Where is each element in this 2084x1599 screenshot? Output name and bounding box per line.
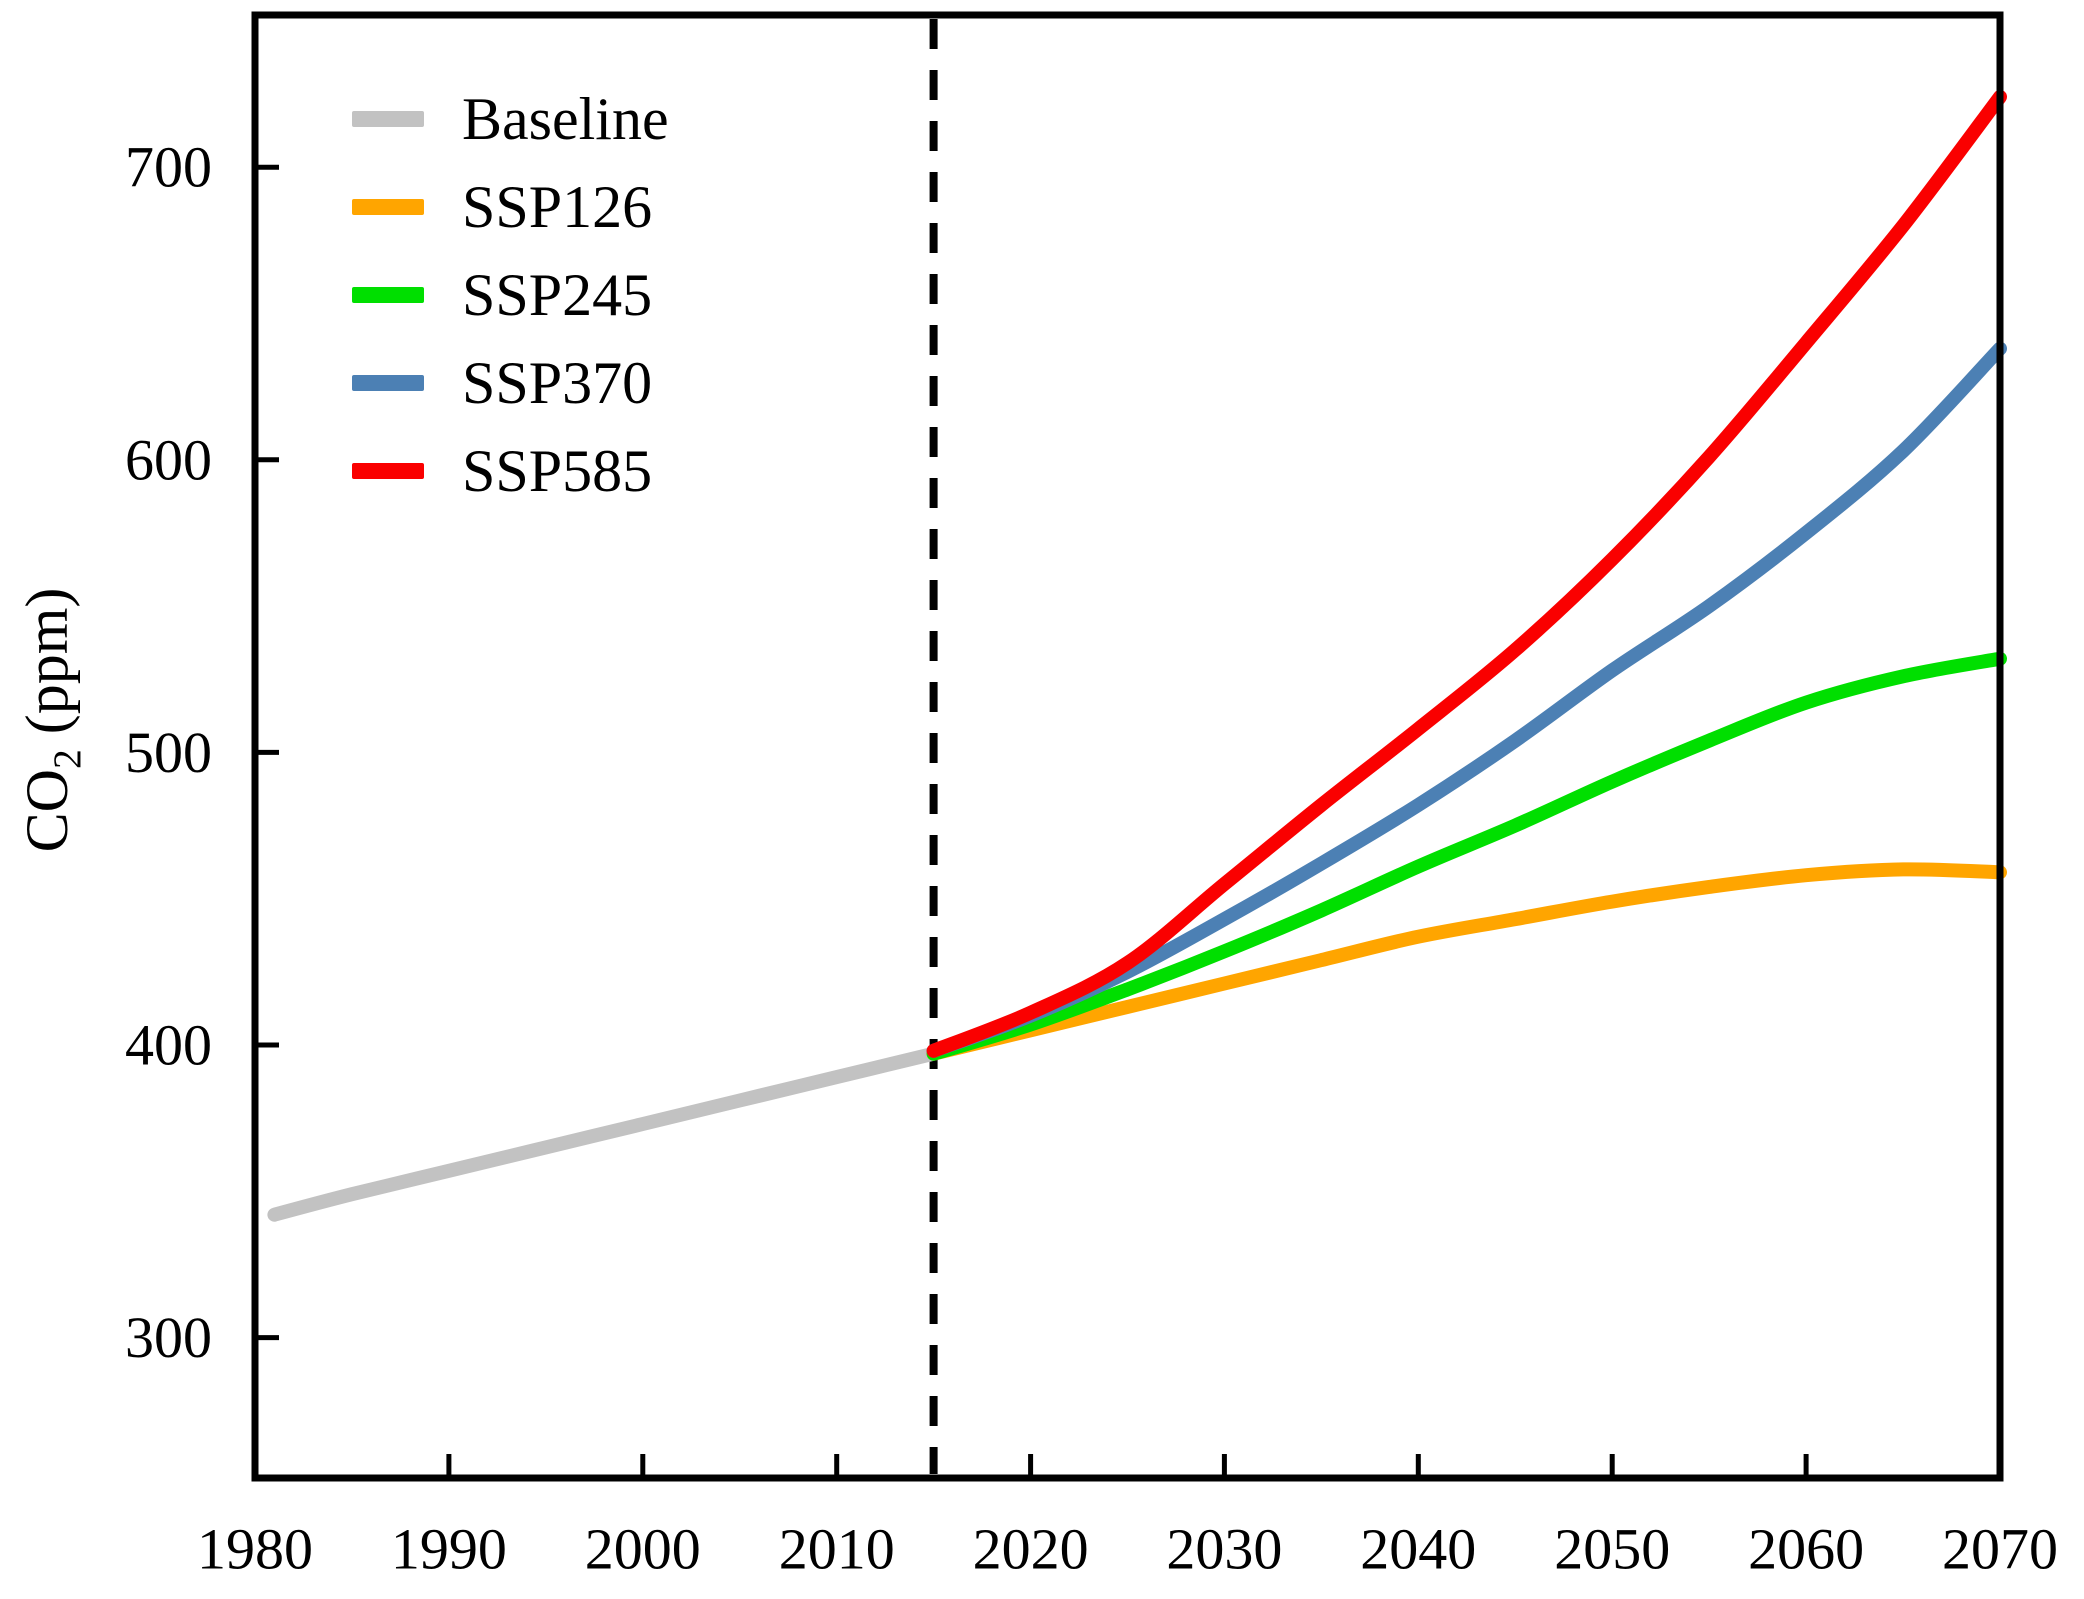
y-axis-title-rest: (ppm) <box>14 587 80 750</box>
y-tick-label-700: 700 <box>125 135 212 200</box>
y-axis-title-sub: 2 <box>45 749 89 770</box>
y-tick-label-600: 600 <box>125 427 212 492</box>
legend-swatch-ssp126 <box>352 199 424 215</box>
legend-label-ssp585: SSP585 <box>462 437 653 504</box>
x-tick-label-2000: 2000 <box>585 1517 701 1582</box>
legend-label-ssp126: SSP126 <box>462 173 653 240</box>
legend-item-ssp370: SSP370 <box>352 339 669 427</box>
x-tick-label-2070: 2070 <box>1942 1517 2058 1582</box>
legend-swatch-ssp585 <box>352 463 424 479</box>
x-tick-label-2050: 2050 <box>1554 1517 1670 1582</box>
x-tick-label-2060: 2060 <box>1748 1517 1864 1582</box>
series-line-ssp585 <box>926 89 2007 1058</box>
series-line-ssp245 <box>926 651 2007 1061</box>
y-axis-title: CO2 (ppm) <box>9 420 89 1020</box>
series-line-baseline <box>267 1046 941 1222</box>
x-tick-label-1980: 1980 <box>197 1517 313 1582</box>
legend-item-ssp245: SSP245 <box>352 251 669 339</box>
legend-item-ssp126: SSP126 <box>352 163 669 251</box>
legend: Baseline SSP126 SSP245 SSP370 SSP585 <box>352 75 669 515</box>
y-axis-title-main: CO <box>14 769 80 853</box>
legend-item-baseline: Baseline <box>352 75 669 163</box>
legend-swatch-baseline <box>352 111 424 127</box>
x-tick-label-2020: 2020 <box>973 1517 1089 1582</box>
y-tick-label-400: 400 <box>125 1013 212 1078</box>
y-tick-label-300: 300 <box>125 1305 212 1370</box>
series-line-ssp126 <box>926 862 2007 1061</box>
y-tick-label-500: 500 <box>125 720 212 785</box>
legend-label-ssp245: SSP245 <box>462 261 653 328</box>
legend-label-baseline: Baseline <box>462 85 669 152</box>
series-line-ssp370 <box>926 341 2007 1058</box>
legend-item-ssp585: SSP585 <box>352 427 669 515</box>
x-tick-label-2010: 2010 <box>779 1517 895 1582</box>
legend-label-ssp370: SSP370 <box>462 349 653 416</box>
legend-swatch-ssp245 <box>352 287 424 303</box>
plot-frame <box>251 11 2004 1482</box>
legend-swatch-ssp370 <box>352 375 424 391</box>
x-tick-label-1990: 1990 <box>391 1517 507 1582</box>
x-tick-label-2040: 2040 <box>1360 1517 1476 1582</box>
x-tick-label-2030: 2030 <box>1166 1517 1282 1582</box>
